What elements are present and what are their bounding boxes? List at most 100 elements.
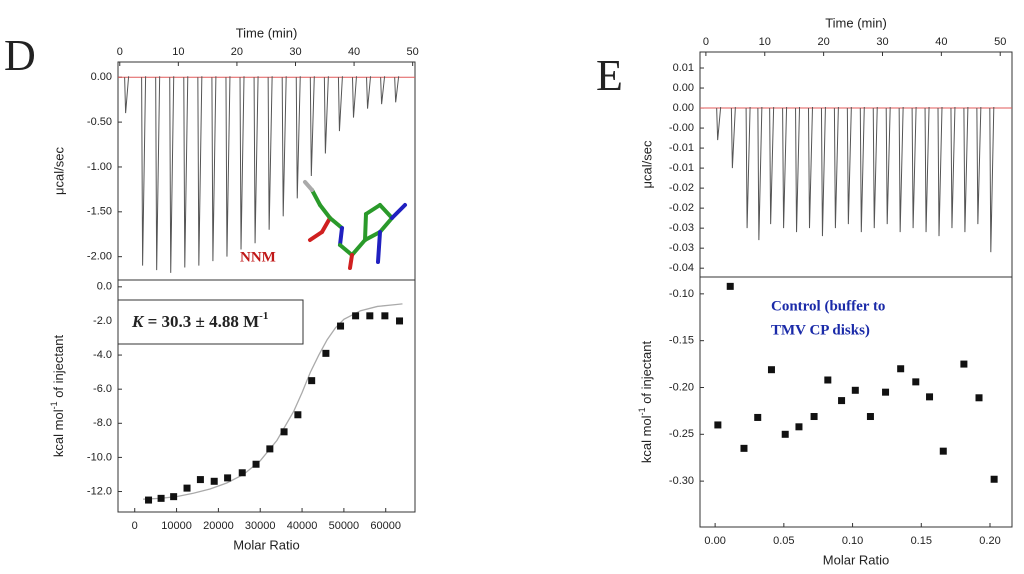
- fit-curve: [143, 303, 403, 500]
- y-tick-label: -0.02: [669, 202, 694, 214]
- y-tick-label: -0.25: [669, 428, 694, 440]
- x-tick-label: 60000: [370, 520, 401, 532]
- x-tick-label: 50: [994, 36, 1006, 48]
- molecule: [303, 180, 407, 270]
- injection-peak: [323, 76, 329, 154]
- data-point: [337, 322, 345, 330]
- panel-letter: E: [596, 51, 623, 100]
- data-point: [381, 312, 389, 320]
- y-axis-label: μcal/sec: [639, 140, 654, 188]
- annotation: NNM: [240, 249, 276, 265]
- x-tick-label: 20: [817, 36, 829, 48]
- x-tick-label: 20: [231, 46, 243, 58]
- annotation: K = 30.3 ± 4.88 M-1: [131, 310, 268, 331]
- data-point: [740, 444, 748, 452]
- y-tick-label: -0.01: [669, 142, 694, 154]
- data-point: [183, 484, 191, 492]
- y-tick-label: -0.02: [669, 182, 694, 194]
- data-point: [294, 411, 302, 419]
- data-point: [912, 378, 920, 386]
- injection-peak: [885, 107, 891, 225]
- y-axis-label: kcal mol-1 of injectant: [49, 335, 66, 458]
- injection-peak: [124, 76, 130, 114]
- plot-frame: [117, 61, 416, 281]
- x-tick-label: 0.15: [911, 535, 932, 547]
- data-point: [196, 476, 204, 484]
- annotation: TMV CP disks): [771, 322, 870, 338]
- y-axis-label-part: of injectant: [51, 335, 66, 402]
- x-tick-label: 20000: [203, 520, 234, 532]
- y-tick-label: -0.03: [669, 242, 694, 254]
- y-tick-label: -6.0: [93, 383, 112, 395]
- injection-peak: [807, 107, 813, 229]
- x-axis-label: Molar Ratio: [233, 537, 299, 552]
- data-point: [939, 447, 947, 455]
- plot-frame: [699, 276, 1013, 528]
- y-tick-label: -12.0: [87, 485, 112, 497]
- y-tick-label: -10.0: [87, 451, 112, 463]
- injection-peak: [872, 107, 878, 229]
- y-axis-label-sup: -1: [49, 401, 59, 409]
- injection-peak: [239, 76, 245, 250]
- data-point: [714, 421, 722, 429]
- injection-peak: [281, 76, 287, 217]
- y-axis-label-part: of injectant: [639, 341, 654, 408]
- panel-letter: D: [4, 31, 36, 80]
- data-point: [960, 360, 968, 368]
- injection-peak: [898, 107, 904, 233]
- data-point: [882, 388, 890, 396]
- injection-peak: [859, 107, 865, 233]
- x-tick-label: 40000: [287, 520, 318, 532]
- data-point: [851, 386, 859, 394]
- y-tick-label: 0.00: [673, 102, 694, 114]
- x-axis-label: Molar Ratio: [823, 552, 889, 567]
- y-tick-label: -0.01: [669, 162, 694, 174]
- data-point: [926, 393, 934, 401]
- injection-peak: [937, 107, 943, 237]
- injection-peak: [267, 76, 273, 230]
- injection-peak: [394, 76, 400, 103]
- injection-peak: [745, 107, 751, 229]
- data-point: [224, 474, 232, 482]
- annotation-text: = 30.3 ± 4.88 M: [143, 312, 259, 331]
- y-tick-label: 0.0: [97, 281, 112, 293]
- injection-peak: [846, 107, 852, 225]
- data-point: [781, 430, 789, 438]
- data-point: [352, 312, 360, 320]
- x-tick-label: 0: [132, 520, 138, 532]
- annotation-symbol: K: [131, 312, 145, 331]
- y-tick-label: -0.15: [669, 335, 694, 347]
- y-tick-label: -2.00: [87, 251, 112, 263]
- injection-peak: [833, 107, 839, 229]
- injection-peak: [950, 107, 956, 229]
- x-tick-label: 40: [935, 36, 947, 48]
- injection-peak: [795, 107, 801, 233]
- x-tick-label: 0.00: [704, 535, 725, 547]
- x-tick-label: 30: [289, 46, 301, 58]
- x-tick-label: 0.20: [979, 535, 1000, 547]
- injection-peak: [141, 76, 147, 266]
- y-axis-label-part: kcal mol: [639, 415, 654, 463]
- data-point: [170, 493, 178, 501]
- injection-peak: [963, 107, 969, 233]
- x-tick-label: 0.05: [773, 535, 794, 547]
- injection-peak: [211, 76, 217, 262]
- data-point: [396, 317, 404, 325]
- injection-peak: [295, 76, 301, 199]
- injection-peak: [183, 76, 189, 268]
- y-tick-label: 0.00: [673, 82, 694, 94]
- injection-peak: [351, 76, 357, 118]
- x-tick-label: 50000: [329, 520, 360, 532]
- y-tick-label: -4.0: [93, 349, 112, 361]
- x-tick-label: 10000: [161, 520, 192, 532]
- x-tick-label: 40: [348, 46, 360, 58]
- annotation-box: [117, 299, 304, 345]
- x-tick-label: 50: [407, 46, 419, 58]
- y-tick-label: 0.01: [673, 62, 694, 74]
- x-tick-label: 10: [172, 46, 184, 58]
- y-tick-label: -8.0: [93, 417, 112, 429]
- data-point: [322, 349, 330, 357]
- data-point: [975, 394, 983, 402]
- injection-peak: [989, 107, 995, 253]
